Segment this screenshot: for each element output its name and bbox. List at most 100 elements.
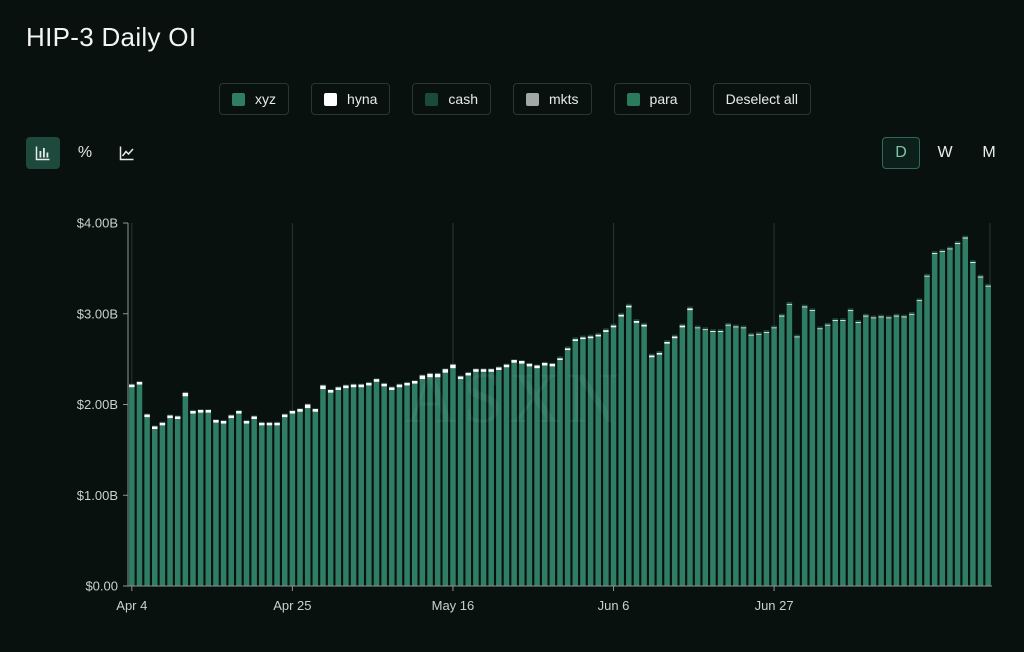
- bar-xyz-24[interactable]: [312, 411, 319, 586]
- bar-xyz-93[interactable]: [840, 321, 846, 586]
- bar-xyz-60[interactable]: [587, 338, 594, 586]
- bar-xyz-28[interactable]: [343, 388, 349, 586]
- bar-xyz-13[interactable]: [228, 418, 234, 586]
- bar-xyz-47[interactable]: [488, 371, 494, 586]
- bar-cash-58[interactable]: [572, 337, 579, 340]
- bar-hyna-53[interactable]: [534, 365, 540, 369]
- bar-hyna-7[interactable]: [182, 392, 189, 397]
- bar-hyna-98[interactable]: [878, 316, 884, 318]
- bar-xyz-8[interactable]: [190, 413, 196, 586]
- bar-hyna-47[interactable]: [488, 369, 494, 372]
- bar-xyz-1[interactable]: [136, 384, 143, 586]
- bar-hyna-3[interactable]: [152, 426, 158, 429]
- bar-cash-81[interactable]: [748, 332, 754, 335]
- bar-hyna-46[interactable]: [480, 369, 487, 372]
- bar-hyna-65[interactable]: [626, 305, 632, 308]
- bar-cash-26[interactable]: [327, 389, 334, 390]
- bar-hyna-80[interactable]: [740, 327, 747, 329]
- bar-xyz-69[interactable]: [656, 354, 663, 586]
- bar-cash-78[interactable]: [725, 322, 731, 325]
- bar-hyna-37[interactable]: [411, 380, 418, 384]
- bar-hyna-70[interactable]: [664, 341, 670, 344]
- line-chart-button[interactable]: [110, 137, 144, 169]
- bar-cash-54[interactable]: [541, 361, 548, 363]
- bar-hyna-89[interactable]: [809, 310, 816, 312]
- bar-xyz-44[interactable]: [465, 375, 472, 586]
- bar-cash-25[interactable]: [320, 384, 326, 386]
- bar-cash-80[interactable]: [740, 325, 747, 328]
- bar-cash-8[interactable]: [190, 409, 196, 411]
- bar-xyz-77[interactable]: [717, 331, 724, 586]
- bar-xyz-9[interactable]: [197, 412, 204, 586]
- bar-hyna-48[interactable]: [496, 367, 502, 371]
- bar-cash-88[interactable]: [801, 304, 808, 307]
- bar-hyna-86[interactable]: [786, 303, 793, 305]
- bar-xyz-20[interactable]: [281, 417, 288, 586]
- bar-xyz-74[interactable]: [694, 328, 701, 586]
- bar-xyz-86[interactable]: [786, 304, 793, 586]
- bar-hyna-84[interactable]: [771, 327, 777, 329]
- bar-hyna-100[interactable]: [893, 315, 900, 317]
- bar-hyna-111[interactable]: [977, 276, 984, 278]
- bar-xyz-51[interactable]: [519, 363, 525, 586]
- bar-hyna-76[interactable]: [710, 330, 716, 332]
- bar-xyz-71[interactable]: [671, 338, 678, 586]
- bar-cash-75[interactable]: [702, 327, 709, 330]
- bar-xyz-54[interactable]: [541, 365, 548, 586]
- bar-hyna-18[interactable]: [266, 422, 273, 426]
- bar-xyz-29[interactable]: [350, 387, 357, 586]
- bar-hyna-39[interactable]: [427, 373, 433, 378]
- bar-xyz-36[interactable]: [404, 385, 410, 586]
- bar-cash-34[interactable]: [389, 386, 395, 388]
- bar-hyna-87[interactable]: [794, 336, 800, 338]
- bar-hyna-68[interactable]: [649, 355, 655, 358]
- bar-cash-6[interactable]: [174, 415, 181, 417]
- bar-cash-9[interactable]: [197, 409, 204, 410]
- bar-cash-11[interactable]: [213, 419, 219, 420]
- bar-hyna-27[interactable]: [335, 387, 342, 390]
- bar-hyna-22[interactable]: [297, 409, 303, 412]
- bar-xyz-41[interactable]: [442, 372, 449, 586]
- bar-hyna-23[interactable]: [304, 404, 311, 409]
- bar-hyna-102[interactable]: [908, 313, 915, 315]
- bar-hyna-103[interactable]: [916, 300, 923, 302]
- bar-xyz-73[interactable]: [687, 310, 693, 586]
- bar-hyna-17[interactable]: [259, 422, 265, 426]
- bar-cash-107[interactable]: [947, 246, 953, 249]
- bar-cash-53[interactable]: [534, 364, 540, 366]
- bar-xyz-84[interactable]: [771, 328, 777, 586]
- bar-cash-10[interactable]: [205, 409, 212, 410]
- bar-xyz-46[interactable]: [480, 371, 487, 586]
- bar-cash-19[interactable]: [274, 421, 280, 423]
- bar-xyz-32[interactable]: [373, 381, 380, 586]
- bar-cash-61[interactable]: [595, 332, 601, 335]
- bar-cash-55[interactable]: [549, 362, 556, 364]
- bar-hyna-90[interactable]: [817, 328, 823, 330]
- bar-cash-57[interactable]: [564, 346, 571, 349]
- bar-xyz-6[interactable]: [174, 419, 181, 586]
- bar-hyna-28[interactable]: [343, 385, 349, 389]
- bar-cash-23[interactable]: [304, 403, 311, 405]
- bar-cash-4[interactable]: [159, 421, 166, 423]
- bar-xyz-23[interactable]: [304, 408, 311, 586]
- bar-hyna-109[interactable]: [962, 237, 968, 239]
- bar-hyna-106[interactable]: [939, 251, 946, 253]
- bar-cash-74[interactable]: [694, 325, 701, 328]
- bar-xyz-65[interactable]: [626, 307, 632, 586]
- bar-cash-97[interactable]: [870, 315, 877, 318]
- bar-xyz-80[interactable]: [740, 328, 747, 586]
- bar-xyz-89[interactable]: [809, 311, 816, 586]
- bar-hyna-101[interactable]: [901, 316, 907, 318]
- bar-xyz-99[interactable]: [886, 318, 892, 586]
- bar-hyna-63[interactable]: [610, 325, 617, 328]
- bar-cash-1[interactable]: [136, 380, 143, 382]
- bar-hyna-26[interactable]: [327, 389, 334, 393]
- bar-hyna-104[interactable]: [924, 275, 930, 277]
- bar-xyz-10[interactable]: [205, 412, 212, 586]
- bar-xyz-56[interactable]: [557, 360, 563, 586]
- bar-xyz-18[interactable]: [266, 425, 273, 586]
- bar-hyna-85[interactable]: [778, 315, 785, 317]
- bar-hyna-107[interactable]: [947, 248, 953, 250]
- bar-hyna-1[interactable]: [136, 381, 143, 385]
- bar-hyna-73[interactable]: [687, 308, 693, 311]
